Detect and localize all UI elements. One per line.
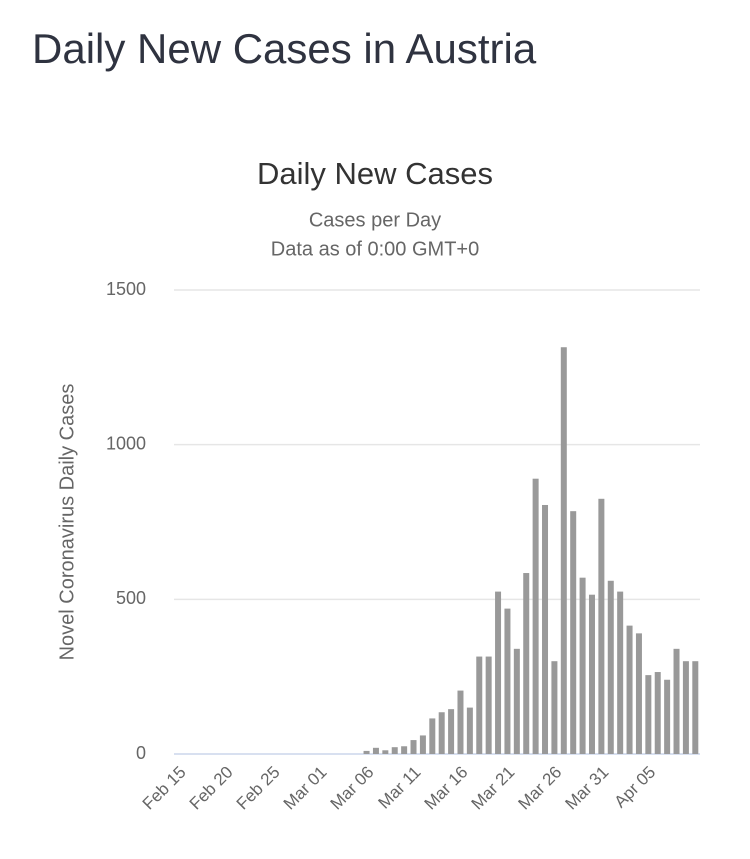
x-tick-label: Mar 26 <box>515 763 566 814</box>
bar <box>635 633 642 754</box>
bar <box>410 740 417 754</box>
bar <box>598 498 605 754</box>
bar <box>579 577 586 754</box>
bar <box>457 690 464 754</box>
x-tick-label: Mar 21 <box>468 763 519 814</box>
bar <box>654 672 661 754</box>
bar <box>664 679 671 754</box>
y-tick-label: 1500 <box>106 279 146 299</box>
bar <box>560 347 567 754</box>
bar <box>617 591 624 754</box>
bar <box>429 718 436 754</box>
x-tick-label: Mar 31 <box>562 763 613 814</box>
x-tick-label: Feb 15 <box>139 763 190 814</box>
y-tick-label: 0 <box>136 743 146 763</box>
bar <box>419 735 426 754</box>
bar <box>438 712 445 754</box>
bar <box>607 580 614 754</box>
bar <box>363 750 370 754</box>
chart-title: Daily New Cases <box>257 156 493 191</box>
bar <box>372 747 379 754</box>
bar <box>532 478 539 754</box>
bar <box>673 648 680 754</box>
bar <box>542 504 549 754</box>
bar <box>466 707 473 754</box>
bar <box>682 661 689 754</box>
y-tick-label: 500 <box>116 588 146 608</box>
bar <box>504 608 511 754</box>
bar <box>626 625 633 754</box>
chart-subtitle: Cases per Day <box>309 209 441 231</box>
bar <box>401 746 408 754</box>
bar <box>476 656 483 754</box>
x-tick-label: Feb 20 <box>186 763 237 814</box>
y-tick-label: 1000 <box>106 433 146 453</box>
x-tick-label: Mar 11 <box>375 763 425 813</box>
x-tick-label: Feb 25 <box>233 763 284 814</box>
bar <box>570 511 577 754</box>
page-title: Daily New Cases in Austria <box>32 25 537 72</box>
bar <box>588 594 595 754</box>
bar <box>523 573 530 754</box>
chart-subtitle: Data as of 0:00 GMT+0 <box>271 238 479 260</box>
bar <box>513 648 520 754</box>
bar <box>495 591 502 754</box>
bar <box>448 709 455 754</box>
x-tick-label: Mar 01 <box>280 763 331 814</box>
bar <box>391 747 398 754</box>
x-tick-label: Apr 05 <box>610 763 659 812</box>
bar <box>382 750 389 754</box>
x-tick-label: Mar 16 <box>421 763 472 814</box>
bar <box>645 675 652 754</box>
bar <box>692 661 699 754</box>
y-axis-label: Novel Coronavirus Daily Cases <box>56 384 78 661</box>
bar <box>551 661 558 754</box>
x-tick-label: Mar 06 <box>327 763 378 814</box>
bar <box>485 656 492 754</box>
